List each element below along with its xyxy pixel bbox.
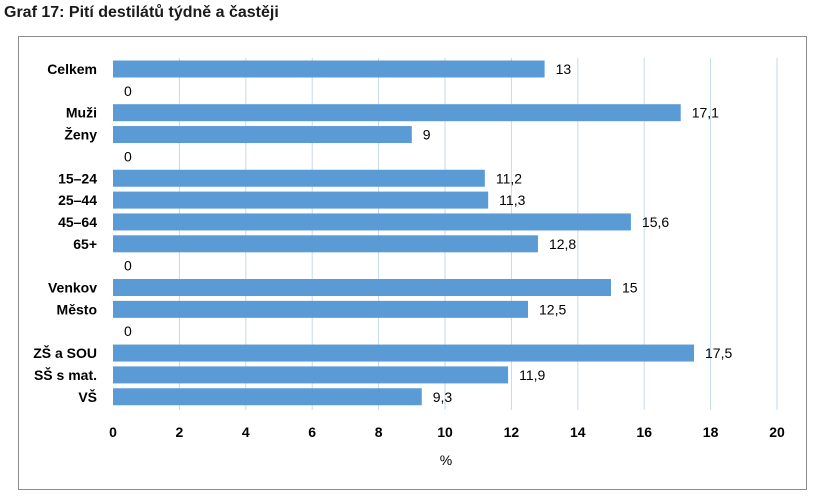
- bar: [113, 191, 489, 209]
- value-label: 13: [556, 61, 572, 77]
- bar: [113, 169, 485, 187]
- category-labels: Celkem Muži Ženy 15–24 25–44 45–64 65+ Venkov Mě…: [33, 61, 97, 405]
- x-tick-label: 4: [242, 424, 250, 440]
- category-label: SŠ s mat.: [34, 366, 97, 383]
- category-label: Muži: [66, 105, 97, 121]
- bar: [113, 60, 545, 78]
- bar: [113, 279, 611, 296]
- x-tick-label: 2: [176, 424, 184, 440]
- category-label: 15–24: [58, 170, 97, 186]
- x-tick-label: 14: [570, 424, 586, 440]
- category-label: VŠ: [78, 388, 97, 405]
- category-label: Venkov: [48, 280, 97, 296]
- value-label: 11,9: [519, 367, 545, 383]
- value-label: 12,8: [549, 236, 576, 252]
- value-label: 0: [124, 323, 132, 339]
- category-label: 45–64: [58, 214, 97, 230]
- value-label: 9,3: [433, 389, 453, 405]
- value-label: 11,2: [496, 170, 522, 186]
- page-title: Graf 17: Pití destilátů týdně a častěji: [4, 4, 279, 21]
- x-tick-label: 12: [504, 424, 520, 440]
- value-label: 0: [124, 258, 132, 274]
- x-tick-label: 10: [437, 424, 453, 440]
- bar: [113, 126, 412, 144]
- value-label: 9: [423, 127, 431, 143]
- value-label: 0: [124, 148, 132, 164]
- bar: [113, 344, 694, 362]
- x-tick-label: 16: [636, 424, 652, 440]
- category-label: Celkem: [47, 61, 97, 77]
- x-tick-label: 18: [703, 424, 719, 440]
- x-tick-label: 20: [769, 424, 785, 440]
- bar: [113, 235, 538, 253]
- value-label: 12,5: [539, 301, 566, 317]
- category-label: ZŠ a SOU: [33, 344, 97, 361]
- x-tick-labels: 0 2 4 6 8 10 12 14 16 18 20: [109, 424, 785, 440]
- x-tick-label: 6: [308, 424, 316, 440]
- bar: [113, 104, 681, 122]
- chart-frame: [18, 36, 807, 490]
- category-label: Město: [57, 301, 97, 317]
- value-label: 11,3: [499, 192, 525, 208]
- value-label: 15,6: [642, 214, 669, 230]
- value-label: 0: [124, 83, 132, 99]
- x-tick-label: 0: [109, 424, 117, 440]
- bar: [113, 388, 422, 406]
- category-label: 25–44: [58, 192, 97, 208]
- value-label: 17,5: [705, 345, 732, 361]
- category-label: Ženy: [64, 126, 97, 143]
- x-tick-label: 8: [375, 424, 383, 440]
- bar: [113, 213, 631, 231]
- category-label: 65+: [73, 236, 97, 252]
- value-label: 15: [622, 280, 638, 296]
- value-label: 17,1: [692, 105, 719, 121]
- bar: [113, 300, 528, 318]
- x-axis-title: %: [440, 452, 452, 468]
- bars: [113, 60, 694, 406]
- value-labels: 13 0 17,1 9 0 11,2 11,3 15,6 12,8 0 15 12,5 0 17,5 11,…: [124, 61, 732, 405]
- bar: [113, 366, 509, 384]
